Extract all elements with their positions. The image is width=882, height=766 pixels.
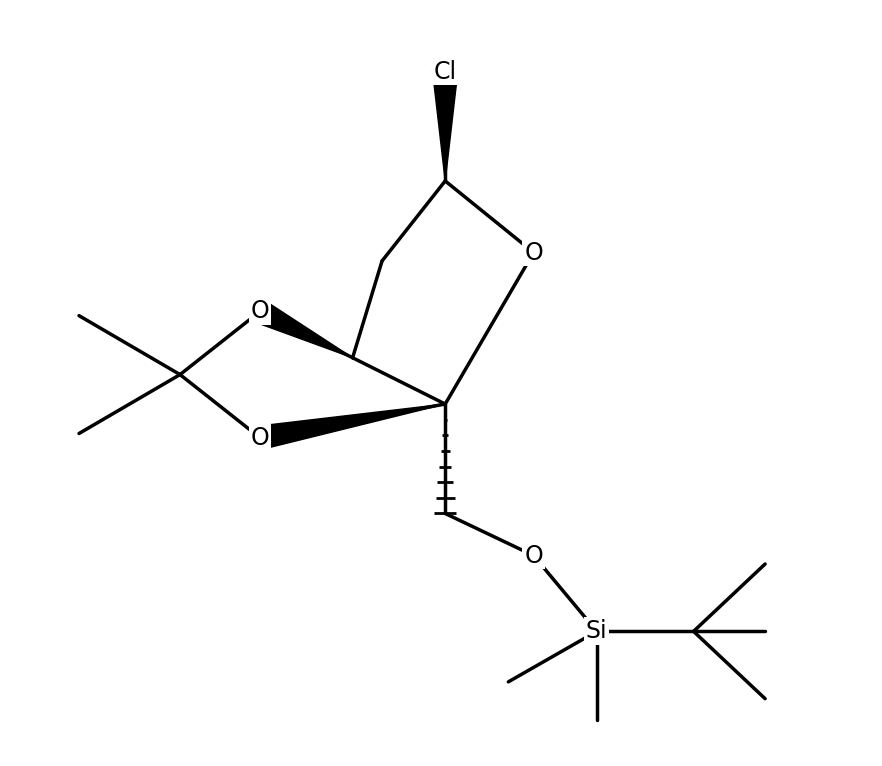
Text: O: O bbox=[524, 544, 543, 568]
Polygon shape bbox=[258, 404, 445, 450]
Text: O: O bbox=[250, 300, 269, 323]
Text: Si: Si bbox=[586, 620, 608, 643]
Text: O: O bbox=[250, 426, 269, 450]
Text: O: O bbox=[524, 241, 543, 264]
Polygon shape bbox=[432, 71, 458, 181]
Polygon shape bbox=[255, 301, 353, 358]
Text: Cl: Cl bbox=[434, 60, 457, 83]
